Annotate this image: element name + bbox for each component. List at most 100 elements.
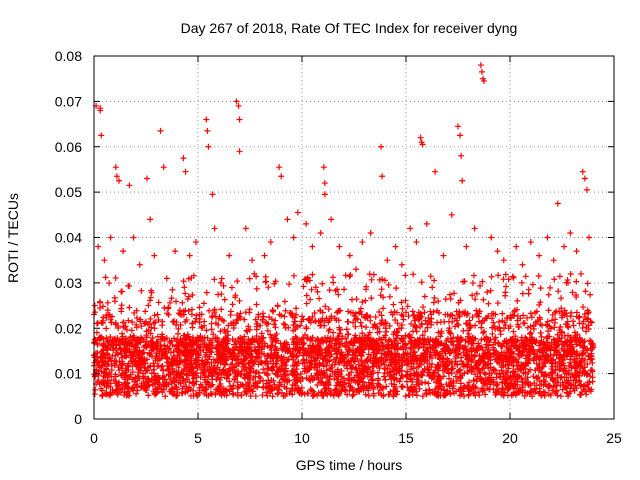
data-point-band	[528, 334, 535, 341]
data-point-band	[145, 378, 152, 385]
data-point-band	[548, 374, 555, 381]
data-point-band	[290, 272, 297, 279]
data-point-band	[370, 385, 377, 392]
x-tick-label: 15	[398, 430, 414, 446]
data-point-band	[349, 296, 356, 303]
data-point-band	[332, 287, 339, 294]
data-point-band	[250, 383, 257, 390]
data-point-band	[380, 392, 387, 399]
data-point-band	[484, 289, 491, 296]
data-point-band	[333, 385, 340, 392]
data-point-band	[579, 343, 586, 350]
data-point-band	[514, 390, 521, 397]
data-point-band	[187, 364, 194, 371]
data-point-band	[366, 329, 373, 336]
data-point-band	[533, 375, 540, 382]
data-point-band	[486, 350, 493, 357]
data-point-band	[286, 348, 293, 355]
data-point-band	[121, 323, 128, 330]
data-point-band	[198, 311, 205, 318]
data-point-band	[472, 359, 479, 366]
data-point-band	[485, 300, 492, 307]
data-point-band	[349, 354, 356, 361]
data-point-band	[139, 349, 146, 356]
data-point-band	[390, 375, 397, 382]
data-point-band	[145, 302, 152, 309]
data-point-band	[255, 370, 262, 377]
data-point-band	[331, 369, 338, 376]
data-point-band	[441, 345, 448, 352]
data-point-band	[352, 310, 359, 317]
data-point-band	[327, 365, 334, 372]
data-point-band	[293, 305, 300, 312]
data-point-band	[461, 383, 468, 390]
data-point-band	[318, 336, 325, 343]
data-point-band	[264, 360, 271, 367]
data-point	[478, 68, 485, 75]
data-point-band	[424, 335, 431, 342]
data-point-band	[259, 310, 266, 317]
data-point-band	[314, 288, 321, 295]
data-point	[226, 252, 233, 259]
data-point-band	[135, 373, 142, 380]
data-point	[107, 234, 114, 241]
data-point-band	[480, 377, 487, 384]
data-point-band	[428, 361, 435, 368]
data-point-band	[462, 362, 469, 369]
data-point-band	[452, 373, 459, 380]
data-point-band	[583, 391, 590, 398]
data-point-band	[214, 385, 221, 392]
data-point-band	[366, 271, 373, 278]
data-point-band	[278, 345, 285, 352]
data-point	[130, 234, 137, 241]
data-point-band	[105, 358, 112, 365]
data-point-band	[534, 317, 541, 324]
data-point-band	[112, 386, 119, 393]
data-point-band	[465, 386, 472, 393]
data-point-band	[552, 341, 559, 348]
data-point-band	[501, 319, 508, 326]
data-point-band	[353, 372, 360, 379]
data-point-band	[485, 346, 492, 353]
data-point-band	[431, 390, 438, 397]
data-point-band	[372, 323, 379, 330]
data-point-band	[165, 311, 172, 318]
data-point-band	[359, 299, 366, 306]
data-point-band	[327, 389, 334, 396]
data-point-band	[342, 342, 349, 349]
data-point-band	[390, 393, 397, 400]
data-point-band	[569, 289, 576, 296]
data-point-band	[537, 299, 544, 306]
data-point-band	[439, 367, 446, 374]
data-point-band	[284, 378, 291, 385]
data-point-band	[469, 280, 476, 287]
data-point-band	[335, 333, 342, 340]
data-point-band	[294, 371, 301, 378]
data-point-band	[473, 307, 480, 314]
data-point-band	[311, 309, 318, 316]
data-point-band	[123, 326, 130, 333]
data-point-band	[147, 315, 154, 322]
data-point-band	[389, 351, 396, 358]
data-point-band	[558, 295, 565, 302]
data-point-band	[114, 349, 121, 356]
y-tick-label: 0.03	[55, 275, 82, 291]
data-point-band	[174, 389, 181, 396]
data-point-band	[422, 387, 429, 394]
data-point-band	[456, 392, 463, 399]
data-point-band	[485, 312, 492, 319]
data-point-band	[362, 297, 369, 304]
data-point-band	[476, 308, 483, 315]
data-point-band	[407, 372, 414, 379]
data-point-band	[536, 314, 543, 321]
data-point-band	[312, 361, 319, 368]
data-point-band	[470, 272, 477, 279]
data-point-band	[555, 288, 562, 295]
data-point-band	[299, 341, 306, 348]
data-point-band	[306, 315, 313, 322]
data-point-band	[479, 365, 486, 372]
data-point-band	[293, 352, 300, 359]
data-point	[471, 225, 478, 232]
data-point-band	[545, 391, 552, 398]
data-point-band	[309, 387, 316, 394]
